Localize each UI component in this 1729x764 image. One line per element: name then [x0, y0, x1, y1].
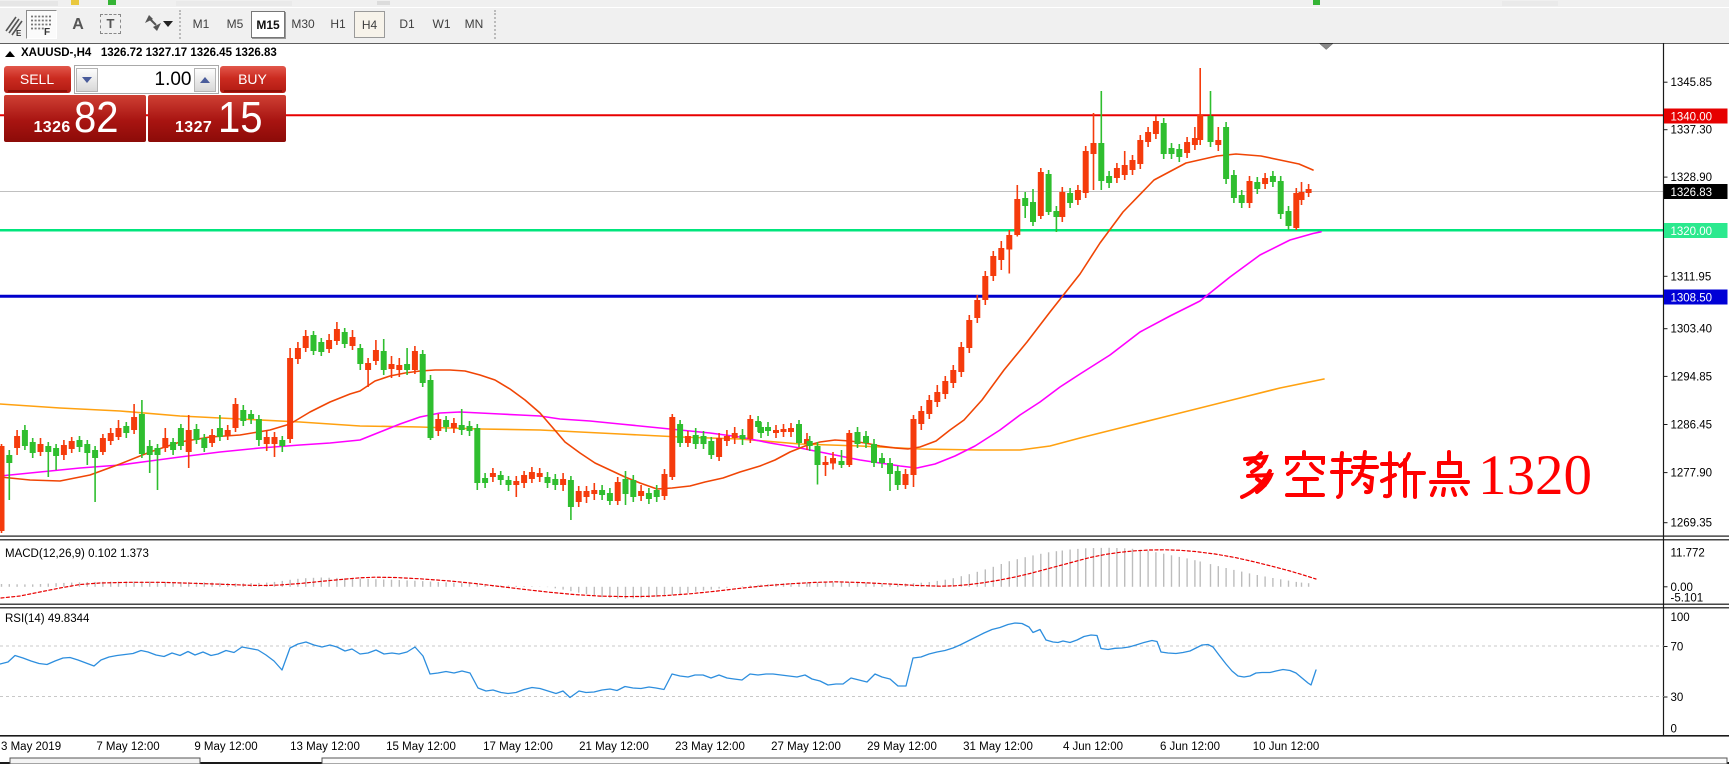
svg-text:1320: 1320	[1478, 444, 1592, 507]
svg-text:-5.101: -5.101	[1671, 592, 1704, 604]
svg-text:1328.90: 1328.90	[1671, 172, 1713, 184]
svg-text:1277.90: 1277.90	[1671, 468, 1713, 480]
svg-text:31 May 12:00: 31 May 12:00	[963, 741, 1033, 753]
svg-text:9 May 12:00: 9 May 12:00	[194, 741, 257, 753]
svg-text:MACD(12,26,9) 0.102 1.373: MACD(12,26,9) 0.102 1.373	[5, 548, 149, 560]
svg-text:E: E	[16, 29, 22, 38]
svg-text:RSI(14) 49.8344: RSI(14) 49.8344	[5, 613, 90, 625]
svg-text:100: 100	[1671, 612, 1690, 624]
svg-text:0: 0	[1671, 724, 1677, 736]
svg-text:23 May 12:00: 23 May 12:00	[675, 741, 745, 753]
svg-text:27 May 12:00: 27 May 12:00	[771, 741, 841, 753]
svg-text:F: F	[44, 27, 50, 38]
svg-text:1308.50: 1308.50	[1671, 293, 1713, 305]
svg-text:1340.00: 1340.00	[1671, 112, 1713, 124]
svg-text:1320.00: 1320.00	[1671, 226, 1713, 238]
svg-text:15 May 12:00: 15 May 12:00	[386, 741, 456, 753]
svg-text:1337.30: 1337.30	[1671, 125, 1713, 137]
svg-text:21 May 12:00: 21 May 12:00	[579, 741, 649, 753]
svg-text:17 May 12:00: 17 May 12:00	[483, 741, 553, 753]
svg-text:6 Jun 12:00: 6 Jun 12:00	[1160, 741, 1220, 753]
svg-text:13 May 12:00: 13 May 12:00	[290, 741, 360, 753]
svg-text:4 Jun 12:00: 4 Jun 12:00	[1063, 741, 1123, 753]
svg-text:29 May 12:00: 29 May 12:00	[867, 741, 937, 753]
svg-text:1303.40: 1303.40	[1671, 324, 1713, 336]
svg-text:7 May 12:00: 7 May 12:00	[96, 741, 159, 753]
svg-text:1269.35: 1269.35	[1671, 518, 1713, 530]
svg-text:1286.45: 1286.45	[1671, 420, 1713, 432]
svg-text:0.00: 0.00	[1671, 582, 1693, 594]
svg-text:11.772: 11.772	[1671, 548, 1705, 560]
svg-text:70: 70	[1671, 642, 1684, 654]
svg-text:30: 30	[1671, 692, 1684, 704]
svg-text:1326.83: 1326.83	[1671, 187, 1713, 199]
svg-text:1294.85: 1294.85	[1671, 371, 1713, 383]
svg-text:1345.85: 1345.85	[1671, 77, 1713, 89]
svg-text:1311.95: 1311.95	[1671, 271, 1712, 283]
svg-text:3 May 2019: 3 May 2019	[1, 741, 61, 753]
svg-text:10 Jun 12:00: 10 Jun 12:00	[1253, 741, 1320, 753]
